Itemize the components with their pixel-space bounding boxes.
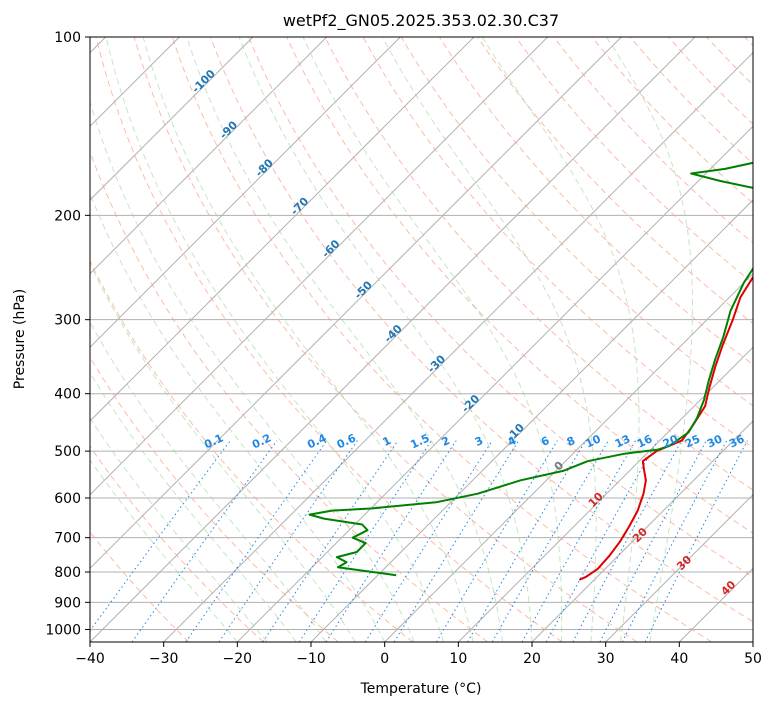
isotherm-line: [457, 346, 753, 642]
mixing-ratio-line: [298, 440, 432, 642]
isotherm-line: [90, 37, 401, 349]
moist-adiabat: [90, 417, 268, 642]
y-axis-label: Pressure (hPa): [12, 289, 28, 389]
mixing-ratio-line: [572, 440, 683, 642]
y-tick-label: 700: [54, 531, 81, 547]
y-tick-label: 200: [54, 208, 81, 224]
mixing-ratio-line: [131, 440, 278, 642]
mixing-ratio-line: [393, 440, 520, 642]
mixing-ratio-line: [435, 440, 558, 642]
mixing-ratio-label: 10: [583, 432, 603, 450]
chart-title: wetPf2_GN05.2025.353.02.30.C37: [283, 11, 559, 31]
mixing-ratio-label: 36: [727, 432, 747, 450]
y-tick-label: 500: [54, 444, 81, 460]
mixing-ratio-label: 13: [613, 432, 632, 450]
isotherm-line: [90, 37, 475, 422]
moist-adiabat: [90, 262, 356, 642]
moist-adiabat: [90, 192, 386, 642]
mixing-ratio-line: [644, 440, 748, 642]
isotherm-line: [163, 51, 753, 642]
mixing-ratio-label: 20: [661, 432, 681, 450]
dry-adiabat: [286, 37, 753, 534]
x-tick-label: −30: [149, 651, 179, 667]
moist-adiabat: [381, 37, 597, 642]
y-tick-label: 1000: [45, 622, 81, 638]
x-tick-label: 40: [670, 651, 688, 667]
y-tick-label: 800: [54, 565, 81, 581]
dewpoint-line: [308, 161, 753, 577]
data-lines: [308, 161, 753, 581]
mixing-ratio-line: [467, 440, 587, 642]
isotherm-line: [236, 125, 753, 642]
temperature-line: [578, 275, 753, 581]
moist-adiabat: [105, 37, 445, 642]
dry-adiabat: [210, 37, 753, 623]
moist-adiabat: [90, 459, 238, 642]
mixing-ratio-line: [185, 440, 328, 642]
y-tick-label: 300: [54, 313, 81, 329]
dry-adiabat: [90, 445, 264, 642]
moist-adiabat: [606, 37, 693, 642]
mixing-ratio-label: 30: [705, 432, 725, 450]
moist-adiabat: [90, 321, 327, 642]
isotherm-line: [90, 37, 696, 642]
y-tick-label: 100: [54, 30, 81, 46]
mixing-ratio-line: [545, 440, 659, 642]
x-tick-label: −20: [223, 651, 253, 667]
isotherm-line: [90, 37, 549, 496]
plot-frame: [89, 36, 754, 643]
x-tick-label: 10: [449, 651, 467, 667]
isotherm-line: [384, 272, 753, 642]
y-tick-label: 600: [54, 491, 81, 507]
x-tick-label: 0: [380, 651, 389, 667]
axes: −40 −30 −20 −10 0 10 20 30 40 50 100 200 300 400 500 60…: [45, 30, 762, 667]
moist-adiabat: [302, 37, 563, 642]
moist-adiabat: [238, 37, 533, 642]
dry-adiabat: [248, 37, 753, 578]
isotherm-line: [531, 420, 753, 642]
mixing-ratio-label: 25: [683, 432, 702, 450]
moist-adiabat: [186, 37, 503, 642]
dry-adiabat: [133, 37, 638, 642]
moist-adiabat: [90, 99, 415, 642]
dry-adiabat: [324, 37, 753, 491]
moist-adiabat: [90, 371, 297, 642]
x-axis-label: Temperature (°C): [360, 681, 482, 697]
y-tick-label: 900: [54, 595, 81, 611]
moist-adiabat: [481, 37, 640, 642]
mixing-ratio-line: [491, 440, 609, 642]
x-tick-label: 50: [744, 651, 762, 667]
mixing-ratio-line: [599, 440, 707, 642]
isotherm-line: [605, 493, 753, 642]
mixing-ratio-line: [521, 440, 637, 642]
x-tick-label: −10: [296, 651, 326, 667]
x-tick-label: 20: [523, 651, 541, 667]
isotherm-line: [90, 37, 622, 570]
dry-adiabat: [90, 259, 414, 642]
y-tick-label: 400: [54, 387, 81, 403]
dry-adiabat: [95, 37, 563, 642]
mixing-ratio-line: [364, 440, 493, 642]
mixing-ratio-line: [621, 440, 728, 642]
moist-adiabat: [142, 37, 474, 642]
x-tick-label: −40: [75, 651, 105, 667]
background-lines: [90, 37, 753, 642]
isotherm-line: [90, 37, 254, 201]
mixing-ratio-label: 16: [635, 432, 655, 450]
isotherm-line: [90, 37, 328, 275]
x-tick-label: 30: [597, 651, 615, 667]
